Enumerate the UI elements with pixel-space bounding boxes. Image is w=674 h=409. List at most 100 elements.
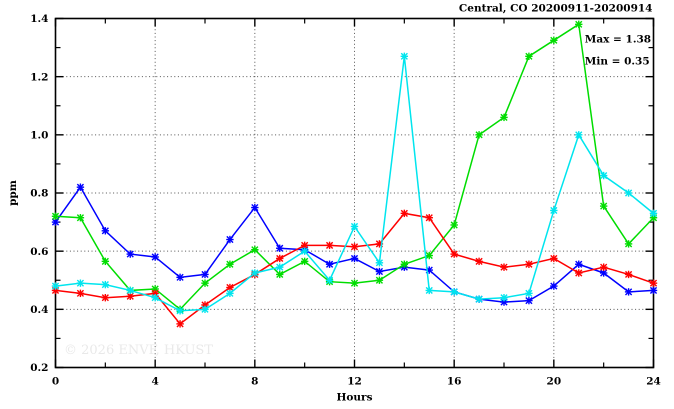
series-red-marker — [649, 279, 658, 287]
series-green — [51, 20, 658, 314]
series-green-marker — [450, 221, 458, 229]
x-tick-label: 4 — [152, 376, 159, 388]
plot-frame — [54, 17, 655, 369]
series-red-marker — [599, 263, 608, 271]
series-cyan-marker — [251, 269, 259, 277]
series-green-marker — [226, 260, 234, 268]
series-red-marker — [425, 214, 433, 222]
series-cyan-marker — [76, 279, 85, 287]
series-green-marker — [251, 246, 259, 254]
series-cyan-marker — [226, 289, 234, 298]
series-blue-marker — [126, 250, 134, 258]
annotation-max: Max = 1.38 — [585, 33, 651, 45]
series-cyan-marker — [276, 263, 284, 271]
series-green-marker — [76, 214, 85, 222]
series-cyan-marker — [400, 52, 409, 61]
series-green-marker — [276, 270, 284, 279]
series-cyan-marker — [325, 276, 334, 284]
series-blue-marker — [525, 296, 533, 305]
series-cyan-marker — [475, 295, 483, 303]
y-tick-label: 0.2 — [30, 362, 48, 374]
series-blue-marker — [201, 270, 209, 279]
series-cyan-marker — [425, 286, 433, 295]
series-red-marker — [525, 260, 533, 268]
series-cyan-marker — [176, 307, 184, 315]
series-blue-marker — [350, 254, 359, 263]
series-cyan-marker — [624, 189, 633, 197]
watermark-text: © 2026 ENVF, HKUST — [64, 343, 213, 358]
y-tick-label: 0.8 — [30, 188, 48, 200]
series-blue-marker — [624, 288, 633, 296]
series-red-marker — [400, 209, 409, 218]
series-red — [51, 209, 658, 328]
series-green-marker — [51, 212, 60, 220]
annotation-min: Min = 0.35 — [585, 55, 650, 67]
grid-lines — [55, 18, 654, 368]
series-blue-marker — [176, 273, 184, 282]
series-green-marker — [575, 20, 583, 29]
series-cyan-marker — [201, 305, 209, 314]
series-cyan-marker — [51, 282, 60, 290]
series-green-marker — [300, 257, 309, 266]
series-red-marker — [624, 270, 633, 279]
x-axis-title: Hours — [336, 392, 372, 404]
series-cyan-marker — [500, 294, 508, 302]
series-cyan-marker — [101, 280, 110, 289]
x-tick-label: 16 — [447, 376, 462, 388]
x-tick-label: 12 — [347, 376, 362, 388]
series-cyan-marker — [550, 206, 558, 215]
series-cyan-marker — [599, 171, 608, 180]
series-green-marker — [201, 279, 209, 287]
series-cyan-marker — [575, 131, 583, 139]
series-green-marker — [400, 260, 409, 268]
series-red-marker — [176, 320, 184, 328]
series-green-marker — [500, 113, 508, 122]
series-red-marker — [450, 250, 458, 258]
series-blue-marker — [575, 260, 583, 268]
series-cyan-marker — [450, 288, 458, 296]
y-tick-label: 0.6 — [30, 246, 48, 258]
series-red-marker — [325, 241, 334, 250]
series-blue-marker — [251, 203, 259, 212]
series-green-marker — [525, 52, 533, 61]
series-green-marker — [101, 257, 110, 266]
series-cyan-marker — [375, 259, 384, 267]
data-series-layer — [51, 20, 658, 328]
series-red-marker — [500, 263, 508, 271]
series-blue-marker — [101, 227, 110, 235]
series-green-marker — [375, 276, 384, 284]
series-red-marker — [226, 283, 234, 292]
series-green-marker — [624, 240, 633, 248]
series-blue-marker — [325, 260, 334, 268]
series-red-marker — [101, 294, 110, 302]
series-green-marker — [475, 131, 483, 139]
y-tick-label: 1.2 — [30, 71, 48, 83]
series-blue-marker — [276, 244, 284, 252]
x-tick-label: 24 — [646, 376, 661, 388]
series-cyan-marker — [151, 294, 159, 302]
series-green-marker — [425, 251, 433, 260]
y-axis-title: ppm — [7, 180, 19, 206]
series-blue-marker — [76, 183, 85, 191]
annotations-layer: Max = 1.38 Min = 0.35 — [585, 33, 651, 67]
series-red-marker — [350, 243, 359, 251]
series-blue-marker — [151, 253, 159, 261]
series-cyan-marker — [649, 209, 658, 218]
chart-title: Central, CO 20200911-20200914 — [459, 3, 653, 15]
series-blue-marker — [375, 267, 384, 276]
axis-tick-labels: 0.2 0.4 0.6 0.8 1.0 1.2 1.4 0 4 8 12 16 20 24 — [30, 13, 661, 387]
series-cyan-marker — [126, 286, 134, 295]
series-green-marker — [350, 279, 359, 287]
series-green-marker — [599, 202, 608, 210]
series-red-marker — [276, 254, 284, 263]
series-blue-marker — [226, 235, 234, 244]
y-tick-label: 1.0 — [30, 129, 48, 141]
series-red-marker — [550, 254, 558, 263]
series-cyan — [51, 52, 658, 315]
series-blue-marker — [550, 282, 558, 290]
x-tick-label: 8 — [251, 376, 258, 388]
series-cyan-marker — [300, 247, 309, 255]
x-tick-label: 20 — [547, 376, 562, 388]
series-blue-marker — [649, 286, 658, 295]
